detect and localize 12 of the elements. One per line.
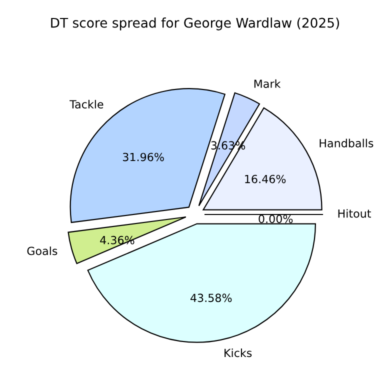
category-label: Hitout [338, 209, 371, 218]
slice-label: Handballs [320, 138, 374, 148]
data-label: 16.46% [245, 174, 286, 184]
slice-label: Kicks [224, 348, 252, 358]
chart-title: DT score spread for George Wardlaw (2025) [51, 18, 340, 30]
slice-label: Tackle [70, 100, 104, 109]
data-label: 31.96% [122, 152, 164, 162]
data-label: 4.36% [100, 236, 134, 244]
slice-label: Mark [254, 79, 281, 88]
slice-label: Goals [27, 246, 58, 256]
data-label: 43.58% [190, 294, 232, 302]
text: 0.00% [258, 214, 293, 224]
